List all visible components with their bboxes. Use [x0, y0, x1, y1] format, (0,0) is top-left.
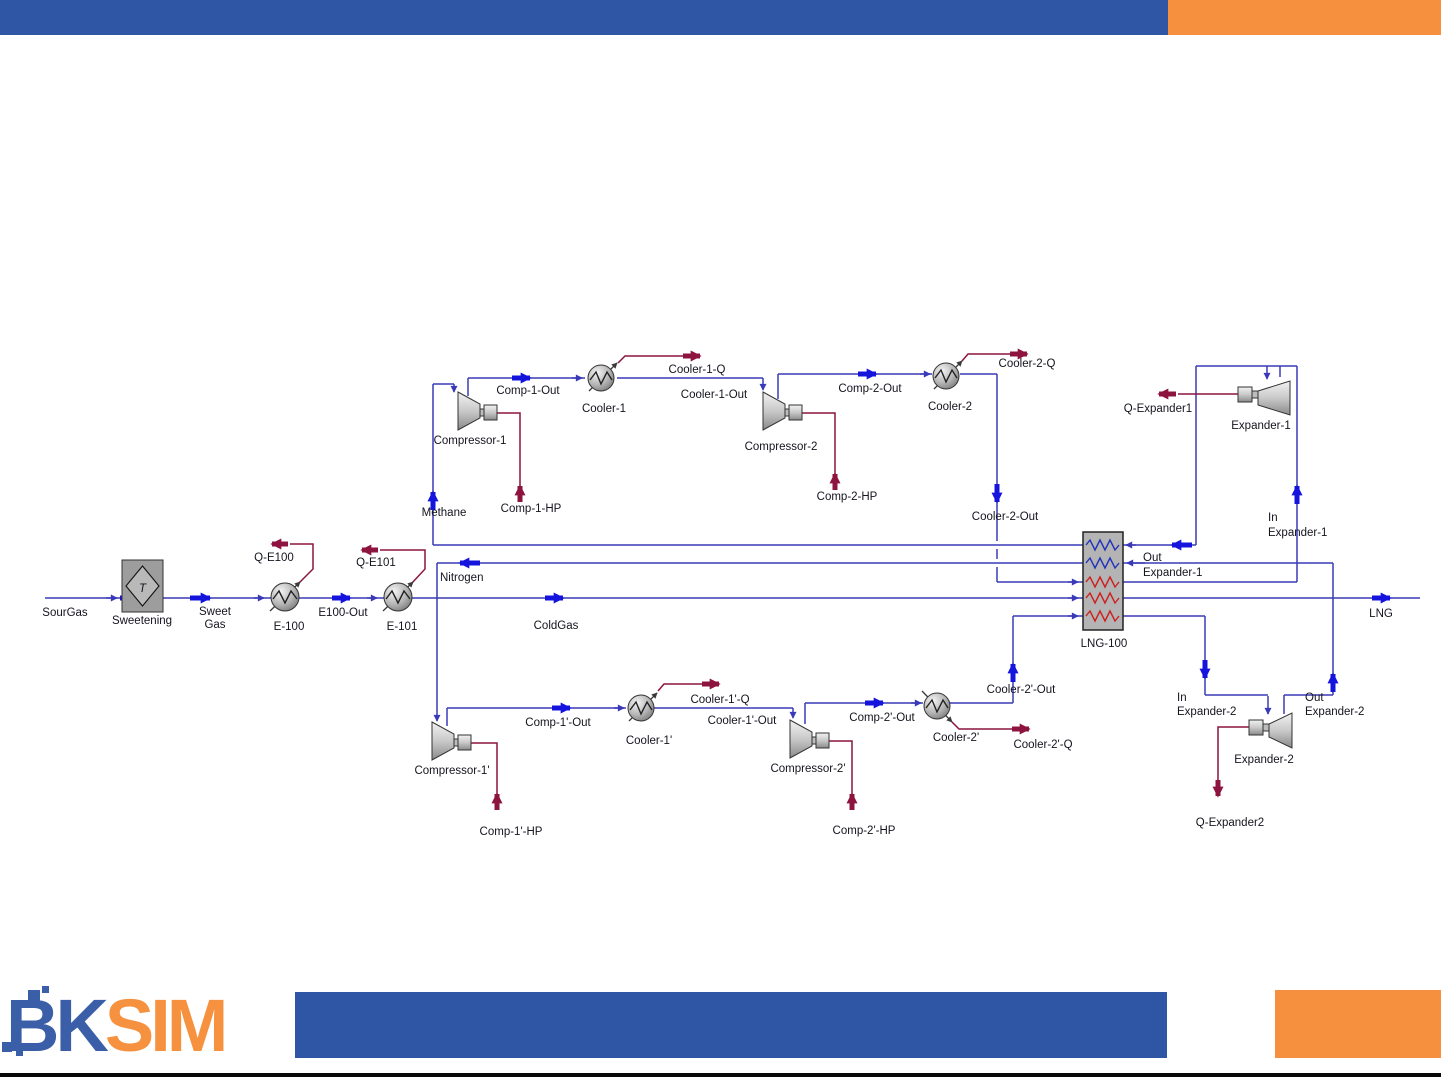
label-compressor1p: Compressor-1' — [414, 765, 489, 777]
logo-text-sim: SIM — [104, 984, 229, 1067]
label-in-expander1-1: In — [1268, 512, 1278, 524]
label-lng100: LNG-100 — [1081, 638, 1128, 650]
label-cooler1: Cooler-1 — [582, 403, 626, 415]
label-cooler2-out: Cooler-2-Out — [972, 511, 1039, 523]
label-expander1: Expander-1 — [1231, 420, 1290, 432]
label-cooler2p-q: Cooler-2'-Q — [1013, 739, 1072, 751]
logo-pixel-decoration — [28, 990, 40, 1002]
energy-q-e101 — [380, 549, 426, 584]
energy-comp1-hp — [496, 412, 521, 502]
header-bar-blue — [0, 0, 1168, 35]
label-cooler2: Cooler-2 — [928, 401, 972, 413]
stream-out-expander2-line — [1283, 694, 1333, 714]
label-expander2: Expander-2 — [1234, 754, 1293, 766]
expander-1-unit[interactable] — [1237, 380, 1291, 416]
header-bar-orange — [1168, 0, 1441, 35]
label-cooler1p: Cooler-1' — [626, 735, 672, 747]
label-e100: E-100 — [274, 621, 305, 633]
label-comp1p-hp: Comp-1'-HP — [480, 826, 543, 838]
label-compressor1: Compressor-1 — [434, 435, 507, 447]
energy-cooler2p-q — [951, 721, 1012, 730]
label-cooler1-q: Cooler-1-Q — [669, 364, 726, 376]
label-coldgas: ColdGas — [534, 620, 579, 632]
cooler-1p-unit[interactable] — [627, 692, 658, 722]
sweetening-unit[interactable]: T — [121, 559, 164, 613]
label-q-expander1: Q-Expander1 — [1124, 403, 1192, 415]
stream-nitrogen-line — [433, 559, 1334, 722]
label-sweetgas-1: Sweet — [199, 606, 232, 618]
label-out-expander2-2: Expander-2 — [1305, 706, 1364, 718]
label-comp2-out: Comp-2-Out — [838, 383, 902, 395]
label-nitrogen: Nitrogen — [440, 572, 483, 584]
stream-comp2p-out-line — [804, 612, 1083, 724]
label-comp1-hp: Comp-1-HP — [501, 503, 562, 515]
label-in-expander1-2: Expander-1 — [1268, 527, 1327, 539]
energy-q-expander2 — [1217, 726, 1249, 780]
label-lng: LNG — [1369, 608, 1393, 620]
label-cooler2-q: Cooler-2-Q — [999, 358, 1056, 370]
compressor-2-unit[interactable] — [762, 391, 803, 431]
energy-cooler1p-q — [657, 683, 702, 692]
energy-comp2p-hp — [829, 740, 853, 810]
cooler-2p-unit[interactable] — [921, 690, 953, 723]
cooler-1-unit[interactable] — [587, 362, 618, 392]
energy-comp1p-hp — [471, 742, 498, 810]
stream-in-expander1-line — [1122, 366, 1298, 583]
label-comp1-out: Comp-1-Out — [496, 385, 560, 397]
energy-q-e100 — [290, 543, 314, 584]
label-out-expander1-1: Out — [1143, 552, 1162, 564]
label-compressor2p: Compressor-2' — [770, 763, 845, 775]
stream-comp1p-out-line — [446, 704, 797, 726]
label-comp1p-out: Comp-1'-Out — [525, 717, 591, 729]
label-in-expander2-1: In — [1177, 692, 1187, 704]
bksim-logo: BK SIM — [6, 984, 229, 1068]
label-comp2p-out: Comp-2'-Out — [849, 712, 915, 724]
label-q-expander2: Q-Expander2 — [1196, 817, 1264, 829]
cooler-2-unit[interactable] — [932, 360, 963, 390]
compressor-1p-unit[interactable] — [431, 721, 472, 761]
label-cooler1-out: Cooler-1-Out — [681, 389, 748, 401]
bottom-divider — [0, 1073, 1441, 1077]
stream-in-expander2-line — [1122, 615, 1272, 715]
compressor-2p-unit[interactable] — [789, 719, 830, 759]
logo-pixel-decoration — [42, 986, 49, 993]
e100-exchanger[interactable] — [269, 581, 301, 612]
compressor-1-unit[interactable] — [457, 391, 498, 431]
label-comp2p-hp: Comp-2'-HP — [833, 825, 896, 837]
sweetening-symbol: T — [139, 583, 147, 595]
label-cooler2p: Cooler-2' — [933, 732, 979, 744]
label-out-expander2-1: Out — [1305, 692, 1324, 704]
energy-comp2-hp — [801, 412, 836, 490]
energy-cooler1-q — [617, 355, 683, 364]
expander-2-unit[interactable] — [1248, 712, 1293, 749]
label-cooler2p-out: Cooler-2'-Out — [987, 684, 1056, 696]
label-cooler1p-q: Cooler-1'-Q — [690, 694, 749, 706]
label-sourgas: SourGas — [42, 607, 88, 619]
footer-block-orange — [1275, 990, 1441, 1058]
label-q-e100: Q-E100 — [254, 552, 294, 564]
label-e101: E-101 — [387, 621, 418, 633]
label-in-expander2-2: Expander-2 — [1177, 706, 1236, 718]
logo-text-bk: BK — [6, 984, 109, 1067]
e101-exchanger[interactable] — [382, 581, 414, 612]
label-q-e101: Q-E101 — [356, 557, 396, 569]
label-out-expander1-2: Expander-1 — [1143, 567, 1202, 579]
stream-comp2-out-line — [777, 370, 1083, 586]
label-cooler1p-out: Cooler-1'-Out — [708, 715, 777, 727]
energy-cooler2-q — [961, 353, 1010, 362]
lng-100-unit[interactable] — [1082, 531, 1124, 631]
label-sweetgas-2: Gas — [204, 619, 225, 631]
label-comp2-hp: Comp-2-HP — [817, 491, 878, 503]
label-e100-out: E100-Out — [318, 607, 368, 619]
logo-pixel-decoration — [13, 1005, 21, 1013]
label-methane: Methane — [422, 507, 467, 519]
logo-pixel-decoration — [2, 1042, 12, 1052]
label-compressor2: Compressor-2 — [745, 441, 818, 453]
logo-pixel-decoration — [16, 1049, 23, 1056]
stream-methane-line — [432, 365, 1297, 549]
footer-bar-blue — [295, 992, 1167, 1058]
label-sweetening: Sweetening — [112, 615, 172, 627]
